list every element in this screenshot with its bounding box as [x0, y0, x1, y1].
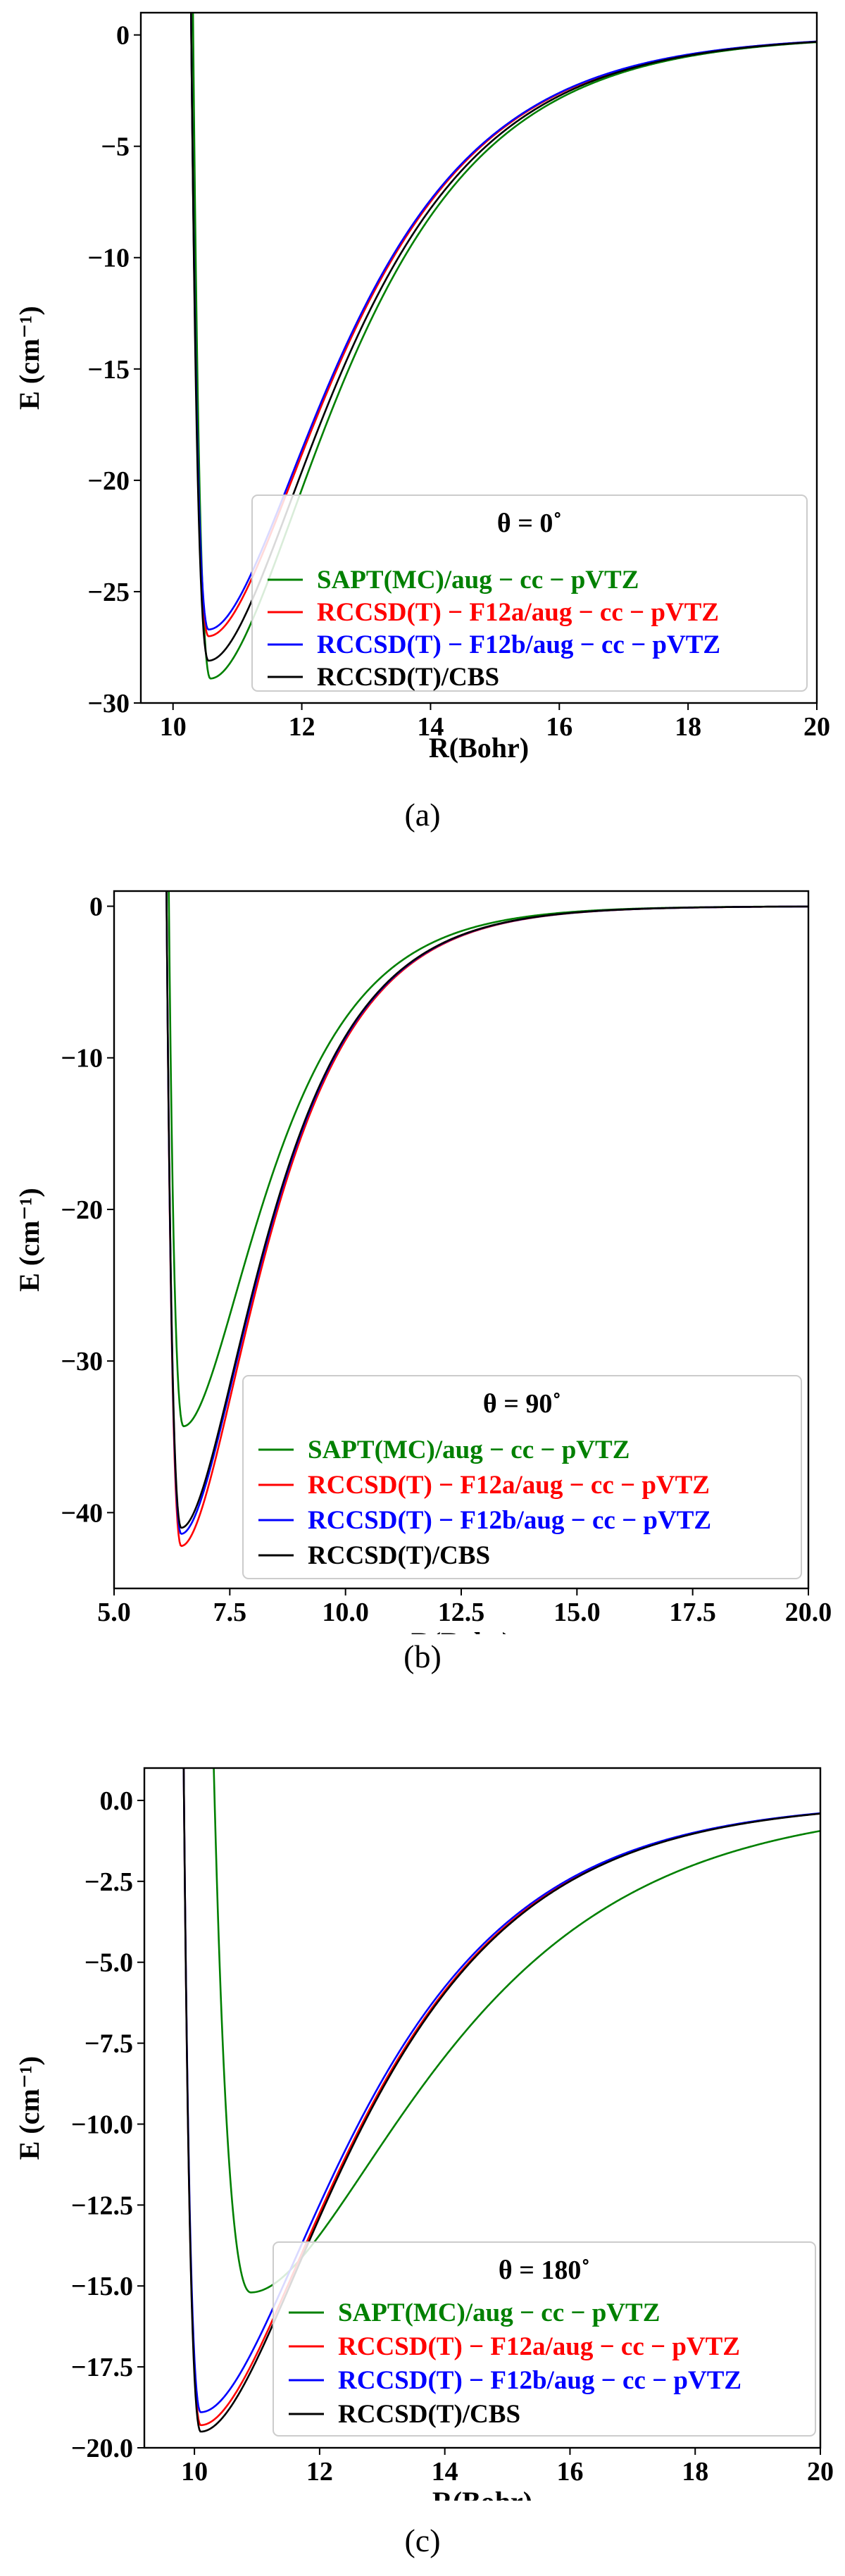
x-tick-label: 7.5 — [213, 1598, 247, 1627]
panel-label-b: (b) — [403, 1638, 442, 1674]
legend-entry-0: SAPT(MC)/aug − cc − pVTZ — [317, 566, 639, 595]
legend: θ = 180˚ SAPT(MC)/aug − cc − pVTZ RCCSD(T)… — [273, 2241, 816, 2437]
panel-b: 5.0 7.5 10.0 12.5 15.0 17.5 20.0 0 −10 −20 −30 −40 R… — [0, 859, 845, 1705]
y-tick-label: −7.5 — [84, 2029, 133, 2059]
legend-box — [242, 1375, 802, 1579]
x-tick-label: 5.0 — [97, 1598, 131, 1627]
y-tick-label: −15 — [87, 355, 130, 385]
x-tick-label: 16 — [546, 712, 572, 742]
legend-entry-3: RCCSD(T)/CBS — [338, 2400, 520, 2429]
legend-box — [273, 2241, 816, 2437]
legend-entry-3: RCCSD(T)/CBS — [317, 663, 499, 692]
y-tick-label: −12.5 — [71, 2191, 133, 2220]
axes-frame — [143, 1767, 822, 2449]
x-tick-label: 10.0 — [322, 1598, 369, 1627]
x-tick-label: 18 — [675, 712, 701, 742]
chart-a: 10 12 14 16 18 20 0 −5 −10 −15 −20 −25 −30 R(Bohr) E (… — [13, 11, 830, 764]
series-line-3 — [165, 891, 808, 1529]
chart-c: 10 12 14 16 18 20 0.0 −2.5 −5.0 −7.5 −10.0 −12.5 −15… — [13, 1767, 834, 2501]
y-tick-label: −20 — [87, 466, 130, 496]
y-tick-label: −5.0 — [84, 1948, 133, 1978]
x-tick-label: 20 — [807, 2457, 834, 2487]
legend-box — [251, 494, 808, 692]
panel-a: 10 12 14 16 18 20 0 −5 −10 −15 −20 −25 −30 R(Bohr) E (… — [0, 0, 845, 859]
x-tick-label: 10 — [160, 712, 187, 742]
x-tick-label: 12 — [289, 712, 315, 742]
x-tick-label: 15.0 — [553, 1598, 601, 1627]
legend-entry-1: RCCSD(T) − F12a/aug − cc − pVTZ — [317, 598, 719, 627]
y-tick-label: −30 — [87, 689, 130, 718]
x-tick-label: 14 — [432, 2457, 458, 2487]
y-tick-label: −17.5 — [71, 2353, 133, 2382]
y-tick-label: −25 — [87, 578, 130, 607]
series-line-0 — [213, 1768, 820, 2294]
panel-c: 10 12 14 16 18 20 0.0 −2.5 −5.0 −7.5 −10.0 −12.5 −15… — [0, 1719, 845, 2576]
y-tick-label: −20 — [61, 1195, 103, 1225]
plot-area — [165, 891, 808, 1548]
y-tick-label: 0 — [116, 21, 130, 51]
legend-entry-1: RCCSD(T) − F12a/aug − cc − pVTZ — [308, 1471, 710, 1500]
x-tick-label: 20 — [803, 712, 830, 742]
legend: θ = 90˚ SAPT(MC)/aug − cc − pVTZ RCCSD(T) … — [242, 1375, 802, 1579]
y-axis-label: E (cm⁻¹) — [13, 1188, 45, 1292]
x-axis-label: R(Bohr) — [411, 1626, 511, 1634]
legend-title: θ = 90˚ — [483, 1389, 561, 1419]
legend: θ = 0˚ SAPT(MC)/aug − cc − pVTZ RCCSD(T) −… — [251, 494, 808, 692]
x-tick-label: 18 — [682, 2457, 708, 2487]
y-tick-label: −10 — [61, 1044, 103, 1074]
plot-area — [182, 1768, 820, 2433]
y-tick-label: −40 — [61, 1498, 103, 1528]
y-tick-label: −5 — [101, 132, 130, 162]
legend-title: θ = 180˚ — [499, 2255, 590, 2285]
y-tick-label: 0.0 — [100, 1786, 134, 1816]
x-axis-label: R(Bohr) — [432, 2486, 532, 2501]
legend-title: θ = 0˚ — [497, 509, 562, 538]
y-tick-label: −10 — [87, 244, 130, 273]
y-tick-label: 0 — [89, 892, 103, 922]
y-tick-label: −15.0 — [71, 2272, 133, 2301]
legend-entry-2: RCCSD(T) − F12b/aug − cc − pVTZ — [317, 630, 720, 659]
legend-entry-0: SAPT(MC)/aug − cc − pVTZ — [338, 2298, 660, 2327]
chart-b: 5.0 7.5 10.0 12.5 15.0 17.5 20.0 0 −10 −20 −30 −40 R… — [13, 890, 832, 1634]
x-axis-label: R(Bohr) — [429, 732, 529, 764]
x-tick-label: 16 — [556, 2457, 583, 2487]
axes-frame — [139, 11, 818, 704]
panel-label-a: (a) — [404, 797, 441, 833]
x-tick-label: 17.5 — [669, 1598, 716, 1627]
y-tick-label: −20.0 — [71, 2434, 133, 2463]
series-line-3 — [182, 1768, 820, 2433]
legend-entry-3: RCCSD(T)/CBS — [308, 1541, 490, 1570]
y-axis-label: E (cm⁻¹) — [13, 2056, 45, 2160]
legend-entry-0: SAPT(MC)/aug − cc − pVTZ — [308, 1436, 630, 1464]
y-axis-label: E (cm⁻¹) — [13, 306, 45, 410]
y-tick-label: −30 — [61, 1347, 103, 1376]
y-tick-label: −10.0 — [71, 2110, 133, 2139]
legend-entry-1: RCCSD(T) − F12a/aug − cc − pVTZ — [338, 2332, 740, 2361]
legend-entry-2: RCCSD(T) − F12b/aug − cc − pVTZ — [338, 2366, 741, 2395]
x-tick-label: 14 — [417, 712, 444, 742]
x-tick-label: 10 — [181, 2457, 208, 2487]
panel-label-c: (c) — [404, 2522, 441, 2558]
y-tick-label: −2.5 — [84, 1867, 133, 1897]
x-tick-label: 12.5 — [438, 1598, 485, 1627]
legend-entry-2: RCCSD(T) − F12b/aug − cc − pVTZ — [308, 1506, 711, 1535]
x-tick-label: 20.0 — [785, 1598, 832, 1627]
series-line-0 — [168, 891, 808, 1428]
x-tick-label: 12 — [306, 2457, 333, 2487]
